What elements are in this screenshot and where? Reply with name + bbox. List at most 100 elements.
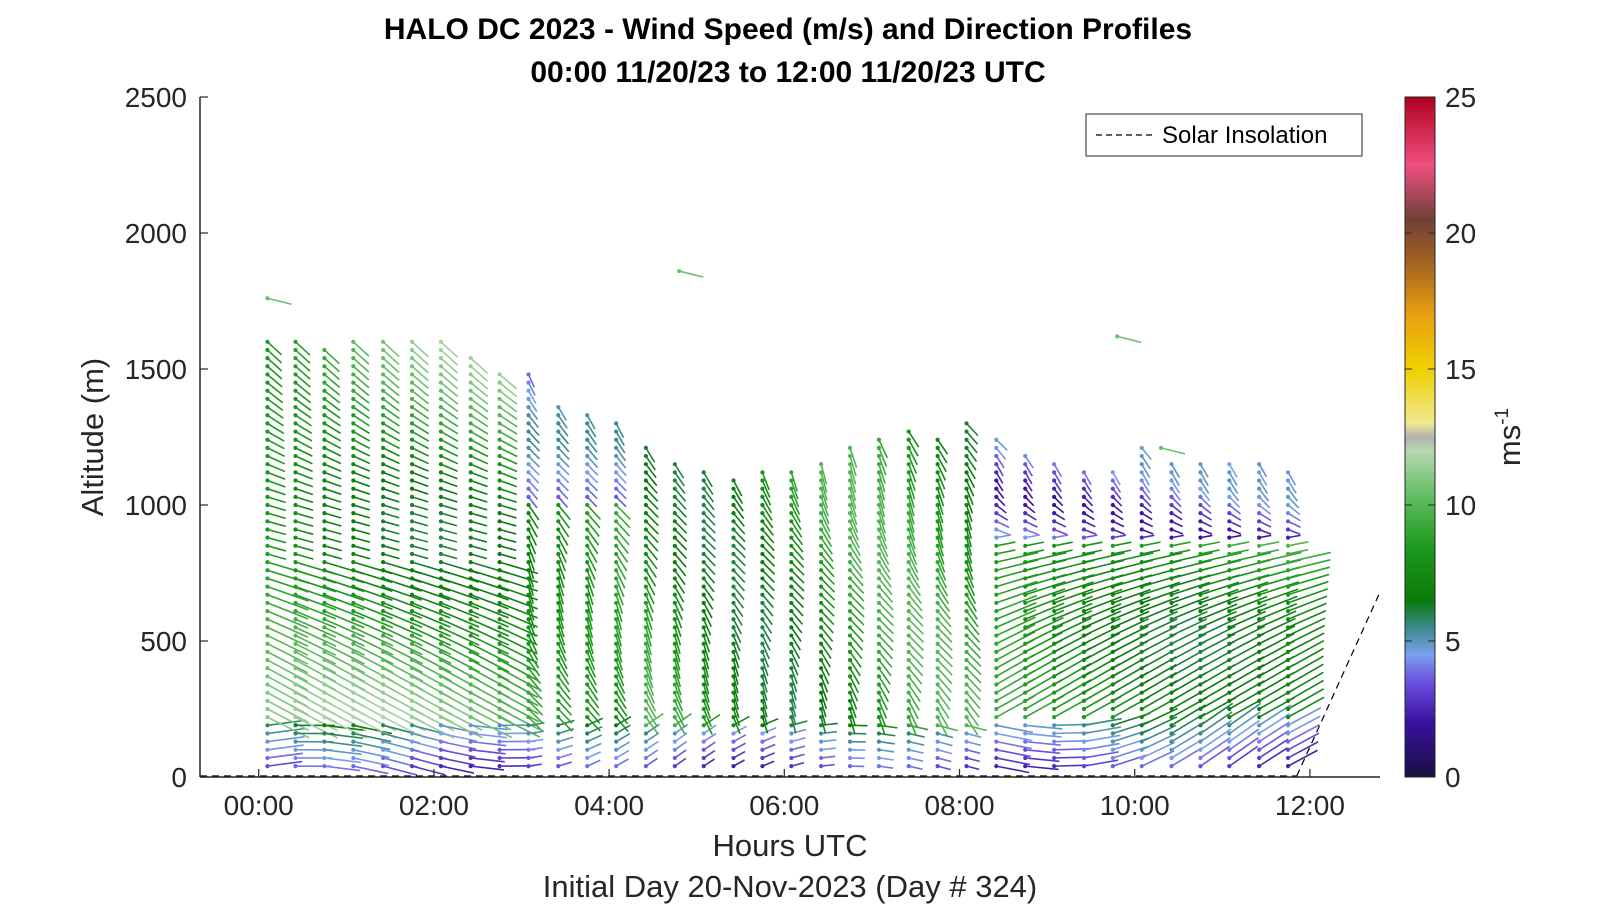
wind-barb <box>1023 541 1045 548</box>
wind-barb <box>497 462 518 473</box>
wind-barb <box>526 592 535 613</box>
wind-barb <box>847 731 867 736</box>
wind-barb <box>438 421 459 435</box>
wind-barb <box>672 740 688 752</box>
wind-barb <box>497 511 517 519</box>
wind-barb <box>526 666 542 685</box>
wind-barb <box>906 511 915 533</box>
wind-barb <box>497 641 538 664</box>
wind-barb <box>322 429 342 442</box>
wind-barb <box>526 535 537 555</box>
wind-barb <box>994 486 1005 499</box>
wind-barb <box>731 527 746 543</box>
wind-barb <box>760 633 771 651</box>
wind-barb <box>964 657 982 676</box>
wind-barb <box>556 502 571 521</box>
x-axis-label: Hours UTC <box>712 828 867 863</box>
wind-barb <box>585 742 602 752</box>
wind-barb <box>1257 712 1291 736</box>
wind-barb <box>1285 573 1330 589</box>
wind-barb <box>701 568 716 584</box>
x-axis-sublabel: Initial Day 20-Nov-2023 (Day # 324) <box>543 869 1038 904</box>
wind-barb <box>322 421 341 435</box>
wind-barb <box>1169 603 1209 622</box>
wind-barb <box>906 502 915 525</box>
wind-barb <box>1198 702 1234 728</box>
wind-barb <box>409 551 429 560</box>
wind-barb <box>964 608 979 628</box>
wind-barb <box>994 731 1033 742</box>
wind-barb <box>731 657 740 677</box>
wind-barb <box>847 690 858 710</box>
wind-barb <box>876 560 892 581</box>
wind-barb <box>731 759 745 769</box>
wind-barb <box>497 404 518 420</box>
wind-barb <box>585 641 595 663</box>
wind-barb <box>409 502 429 511</box>
wind-barb <box>380 502 400 511</box>
wind-barb <box>1257 610 1297 630</box>
wind-barb <box>964 731 982 739</box>
wind-barb <box>1285 655 1324 679</box>
wind-barb <box>1285 679 1324 703</box>
wind-barb <box>438 380 459 397</box>
wind-barb <box>585 560 596 580</box>
wind-barb <box>1139 527 1154 535</box>
wind-barb <box>351 470 371 480</box>
wind-barb <box>731 486 744 504</box>
wind-barb <box>614 568 626 589</box>
wind-barb <box>701 608 712 628</box>
wind-barb <box>1023 462 1033 477</box>
wind-barb <box>964 682 982 701</box>
wind-barb <box>789 698 797 718</box>
wind-barb <box>643 740 659 752</box>
wind-barb <box>1227 551 1272 565</box>
wind-barb <box>818 519 832 540</box>
wind-barb <box>265 413 284 427</box>
wind-barb <box>818 584 836 601</box>
wind-barb <box>1198 596 1238 614</box>
wind-barb <box>1285 741 1319 761</box>
wind-barb <box>526 462 540 476</box>
wind-barb <box>701 535 717 550</box>
wind-barb <box>585 608 593 630</box>
wind-barb <box>672 608 683 629</box>
wind-barb <box>876 462 886 484</box>
wind-barb <box>818 600 835 617</box>
wind-barb <box>409 486 429 495</box>
wind-barb <box>409 478 429 488</box>
wind-barb <box>322 576 365 593</box>
wind-barb <box>526 584 534 605</box>
wind-barb <box>1023 624 1064 646</box>
wind-barb <box>935 739 953 747</box>
wind-barb-isolated <box>1115 334 1142 344</box>
wind-barb <box>935 519 944 541</box>
wind-barb <box>1227 711 1261 736</box>
wind-barb <box>760 617 773 634</box>
wind-barb <box>1285 749 1318 769</box>
wind-barb <box>526 519 538 538</box>
wind-barb <box>906 560 920 581</box>
wind-barb <box>994 609 1037 630</box>
wind-barb <box>701 560 716 576</box>
wind-barb <box>1257 478 1269 494</box>
wind-barb <box>935 527 944 549</box>
wind-barb <box>380 372 400 389</box>
wind-barb <box>351 519 371 527</box>
wind-barb <box>497 445 518 458</box>
wind-barb <box>293 649 337 674</box>
wind-barb <box>876 551 891 573</box>
wind-barb <box>293 527 314 536</box>
wind-barb <box>409 404 430 420</box>
wind-barb <box>526 715 544 733</box>
wind-barb <box>964 698 980 718</box>
wind-barb <box>731 649 740 669</box>
wind-barb <box>731 494 744 512</box>
wind-barb <box>701 641 710 662</box>
wind-barb <box>1052 552 1096 565</box>
wind-barb <box>438 413 459 428</box>
wind-barb <box>468 527 488 535</box>
wind-barb <box>497 413 518 428</box>
wind-barb <box>293 584 337 602</box>
wind-barb <box>438 576 480 592</box>
